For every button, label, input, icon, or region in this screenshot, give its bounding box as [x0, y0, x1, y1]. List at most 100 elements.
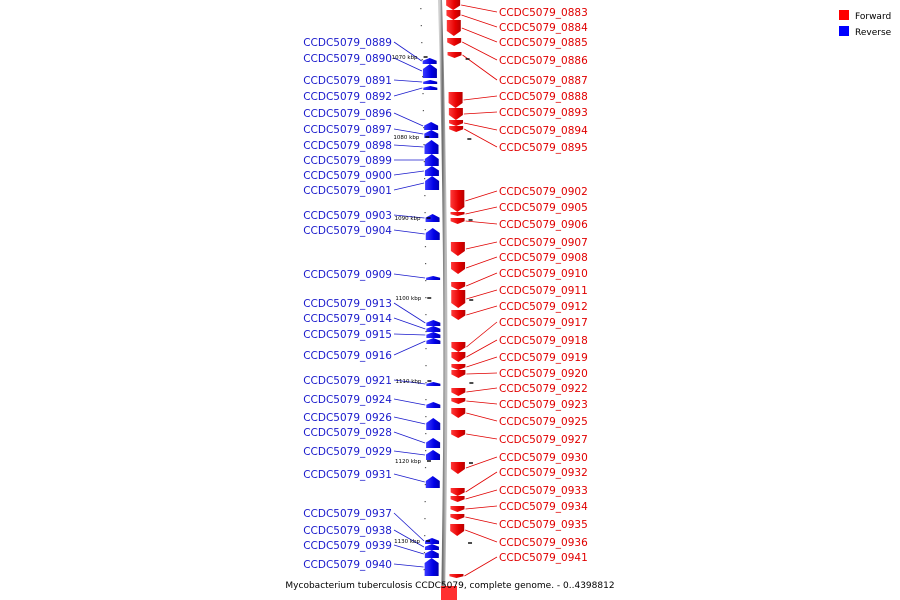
reverse-gene-arrow [422, 64, 437, 78]
reverse-label-connector [393, 302, 426, 324]
backbone-minor-tick [422, 93, 424, 95]
forward-label-connector [465, 190, 498, 202]
forward-label-connector [465, 505, 498, 510]
forward-gene-label: CCDC5079_0894 [499, 125, 588, 137]
forward-gene-label: CCDC5079_0907 [499, 237, 588, 249]
reverse-gene-label: CCDC5079_0899 [303, 155, 392, 167]
reverse-label-connector [393, 182, 425, 191]
forward-gene-label: CCDC5079_0887 [499, 75, 588, 87]
backbone-minor-tick [421, 42, 423, 44]
scale-ticks: 1070 kbp 1080 kbp 1090 kbp 1100 kbp 1110 kbp… [392, 8, 474, 571]
forward-label-connector [465, 220, 498, 225]
forward-gene-label: CCDC5079_0936 [499, 537, 588, 549]
reverse-gene-label: CCDC5079_0924 [303, 394, 392, 406]
reverse-gene-arrow [425, 228, 440, 240]
reverse-label-connector [393, 57, 423, 72]
reverse-label-connector [393, 340, 426, 356]
forward-label-connector [465, 516, 498, 525]
reverse-gene-arrow [426, 450, 441, 460]
reverse-gene-label: CCDC5079_0890 [303, 53, 392, 65]
forward-gene-arrow [446, 10, 461, 20]
reverse-label-connector [393, 379, 426, 385]
map-caption: Mycobacterium tuberculosis CCDC5079, com… [285, 581, 614, 591]
legend-reverse-swatch [839, 26, 849, 36]
reverse-gene-arrow [424, 550, 439, 558]
forward-label-connector [466, 289, 498, 300]
forward-gene-arrow [450, 496, 465, 502]
reverse-gene-arrow [424, 558, 439, 576]
forward-label-connector [463, 95, 498, 101]
reverse-gene-arrow [422, 58, 437, 64]
backbone-minor-tick [424, 467, 427, 469]
forward-gene-arrow [446, 20, 461, 36]
forward-label-connector [466, 321, 498, 348]
forward-gene-label: CCDC5079_0910 [499, 268, 588, 280]
forward-gene-arrow [447, 38, 462, 46]
reverse-gene-arrow [426, 326, 441, 332]
forward-gene-label: CCDC5079_0919 [499, 352, 588, 364]
reverse-gene-arrow [424, 544, 439, 550]
backbone-end-marker [441, 586, 457, 600]
reverse-gene-arrow [424, 130, 439, 138]
reverse-label-connector [393, 87, 423, 97]
forward-label-connector [466, 339, 498, 358]
forward-gene-label: CCDC5079_0902 [499, 186, 588, 198]
forward-gene-arrow [451, 370, 466, 378]
forward-gene-label: CCDC5079_0906 [499, 219, 588, 231]
reverse-label-connector [393, 450, 426, 456]
reverse-label-connector [393, 41, 422, 62]
forward-gene-arrow [448, 92, 463, 108]
forward-gene-label: CCDC5079_0883 [499, 7, 588, 19]
reverse-gene-arrow [426, 276, 441, 280]
forward-gene-arrow [449, 120, 464, 126]
legend-forward-swatch [839, 10, 849, 20]
reverse-gene-arrow [426, 402, 441, 408]
scale-tick-label: 1090 kbp [395, 216, 421, 222]
backbone-minor-tick [425, 263, 427, 265]
scale-tick-label: 1070 kbp [392, 55, 418, 61]
reverse-label-connector [393, 544, 424, 555]
reverse-gene-label: CCDC5079_0921 [303, 375, 392, 387]
reverse-gene-label: CCDC5079_0916 [303, 350, 392, 362]
backbone-minor-tick [425, 382, 427, 384]
forward-gene-label: CCDC5079_0935 [499, 519, 588, 531]
reverse-gene-label: CCDC5079_0903 [303, 210, 392, 222]
reverse-gene-label: CCDC5079_0901 [303, 185, 392, 197]
reverse-label-connector [393, 563, 424, 568]
reverse-label-connector [393, 333, 426, 336]
forward-label-connector [466, 372, 498, 375]
forward-gene-label: CCDC5079_0884 [499, 22, 588, 34]
backbone-minor-tick [423, 161, 425, 163]
backbone-minor-tick [422, 76, 424, 78]
reverse-gene-label: CCDC5079_0914 [303, 313, 392, 325]
forward-label-connector [465, 471, 498, 493]
backbone-minor-tick [425, 331, 427, 333]
forward-label-connector [461, 14, 498, 28]
forward-gene-label: CCDC5079_0923 [499, 399, 588, 411]
reverse-gene-label: CCDC5079_0929 [303, 446, 392, 458]
forward-gene-arrow [446, 0, 461, 10]
forward-gene-label: CCDC5079_0911 [499, 285, 588, 297]
forward-gene-arrow [450, 218, 465, 224]
forward-gene-label: CCDC5079_0908 [499, 252, 588, 264]
forward-gene-arrow [451, 388, 466, 396]
forward-gene-label: CCDC5079_0930 [499, 452, 588, 464]
backbone-minor-tick [424, 501, 426, 503]
backbone-minor-tick [423, 144, 425, 146]
reverse-label-connector [393, 79, 423, 83]
reverse-label-connector [393, 529, 425, 548]
forward-label-connector [466, 305, 498, 316]
forward-gene-label: CCDC5079_0895 [499, 142, 588, 154]
backbone-minor-tick [425, 297, 427, 299]
backbone-minor-tick [425, 450, 427, 452]
scale-tick-label: 1100 kbp [395, 296, 421, 302]
forward-gene-label: CCDC5079_0927 [499, 434, 588, 446]
reverse-label-connector [393, 229, 425, 235]
legend: Forward Reverse [839, 10, 892, 38]
forward-gene-label: CCDC5079_0932 [499, 467, 588, 479]
forward-gene-label: CCDC5079_0912 [499, 301, 588, 313]
reverse-gene-label: CCDC5079_0909 [303, 269, 392, 281]
backbone-minor-tick [424, 178, 426, 180]
reverse-gene-label: CCDC5079_0937 [303, 508, 392, 520]
